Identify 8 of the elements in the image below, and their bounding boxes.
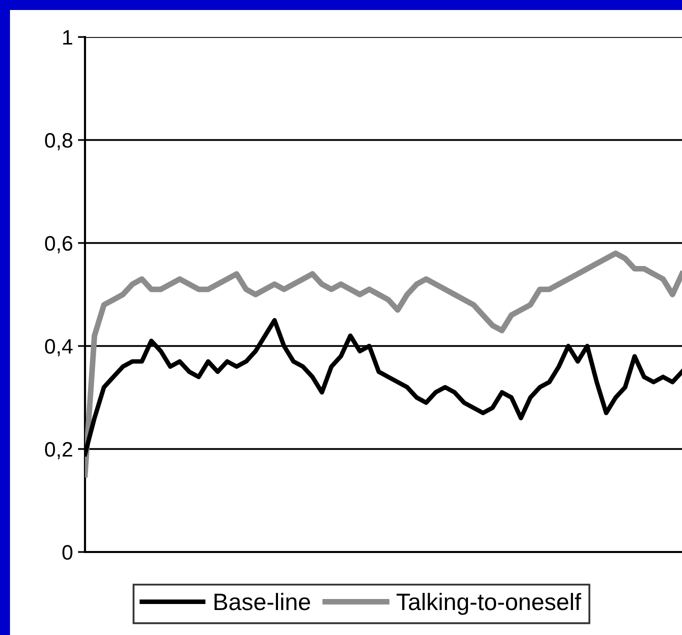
- legend-label: Talking-to-oneself: [396, 592, 582, 615]
- legend-label: Base-line: [214, 592, 310, 610]
- y-tick-label: 0: [62, 545, 72, 560]
- y-tick-label: 1: [63, 30, 72, 45]
- y-tick-label: 0,2: [45, 442, 72, 460]
- y-tick-label: 0,6: [45, 236, 72, 254]
- y-tick-label: 0,8: [45, 133, 72, 150]
- y-tick-label: 0,4: [45, 339, 73, 356]
